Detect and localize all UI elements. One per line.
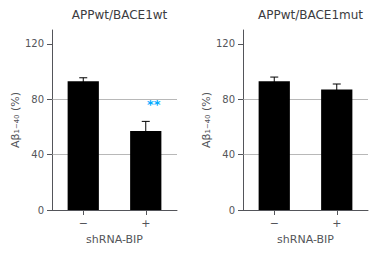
svg-text:Aβ₁₋₄₀ (%): Aβ₁₋₄₀ (%) — [200, 92, 213, 148]
svg-text:80: 80 — [222, 94, 235, 105]
svg-text:40: 40 — [222, 149, 235, 160]
svg-text:80: 80 — [31, 94, 44, 105]
svg-text:**: ** — [147, 97, 161, 112]
svg-text:−: − — [270, 217, 279, 230]
svg-text:120: 120 — [25, 38, 44, 49]
svg-text:−: − — [79, 217, 88, 230]
svg-text:shRNA-BIP: shRNA-BIP — [86, 233, 143, 246]
svg-text:0: 0 — [38, 205, 44, 216]
svg-text:APPwt/BACE1wt: APPwt/BACE1wt — [72, 8, 168, 22]
svg-text:0: 0 — [229, 205, 235, 216]
svg-text:+: + — [332, 217, 341, 230]
svg-text:shRNA-BIP: shRNA-BIP — [277, 233, 334, 246]
svg-text:APPwt/BACE1mut: APPwt/BACE1mut — [258, 8, 363, 22]
svg-text:+: + — [141, 217, 150, 230]
svg-text:Aβ₁₋₄₀ (%): Aβ₁₋₄₀ (%) — [9, 92, 22, 148]
svg-text:120: 120 — [216, 38, 235, 49]
svg-text:40: 40 — [31, 149, 44, 160]
